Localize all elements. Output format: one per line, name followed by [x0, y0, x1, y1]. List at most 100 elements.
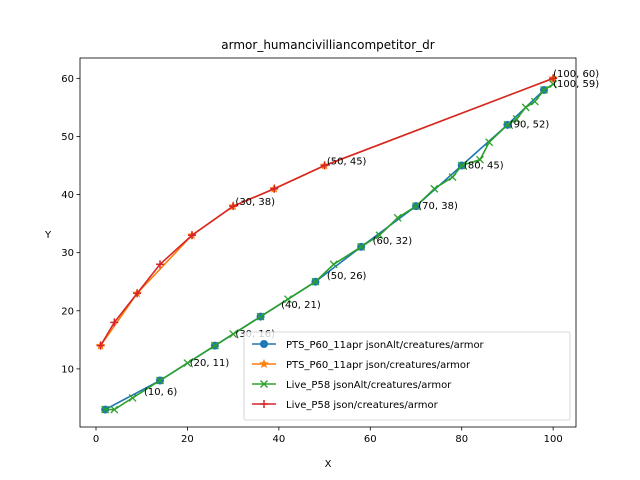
legend-entry: Live_P58 json/creatures/armor	[252, 400, 439, 411]
series-3-point-stroke-b	[229, 330, 238, 338]
legend-entry: Live_P58 jsonAlt/creatures/armor	[252, 380, 452, 391]
series-3-point-stroke-b	[393, 213, 402, 222]
series-3-point-stroke-b	[530, 97, 539, 106]
data-label: (70, 38)	[418, 201, 458, 212]
series-3-point-stroke-b	[128, 393, 137, 402]
series-3-point	[229, 330, 238, 338]
legend-swatch-marker	[260, 400, 268, 408]
series-4-point	[270, 184, 279, 193]
series-3-point	[521, 103, 530, 112]
series-3-point-stroke-b	[210, 341, 219, 350]
series-3-point-stroke-b	[549, 80, 558, 89]
series-3-point-stroke-b	[512, 115, 521, 123]
data-label: (80, 45)	[464, 160, 504, 171]
series-3-point	[210, 341, 219, 350]
data-label: (100, 60)	[553, 69, 599, 80]
series-3-point-stroke-b	[476, 155, 484, 164]
y-tick-label: 10	[61, 364, 74, 375]
series-3-point-stroke-b	[503, 120, 512, 129]
legend: PTS_P60_11apr jsonAlt/creatures/armor PTS…	[243, 331, 571, 421]
series-3-point-stroke-b	[412, 202, 420, 211]
data-label: (40, 21)	[281, 300, 321, 311]
series-3-point-stroke-b	[101, 405, 110, 414]
series-3	[101, 80, 558, 414]
series-3-point	[485, 138, 494, 147]
series-3-point-stroke-b	[485, 138, 494, 147]
legend-label: Live_P58 jsonAlt/creatures/armor	[286, 380, 452, 391]
y-tick-label: 30	[61, 248, 74, 259]
x-tick-label: 80	[455, 434, 468, 445]
chart-title: armor_humancivilliancompetitor_dr	[221, 38, 434, 52]
y-tick-label: 50	[61, 132, 74, 143]
legend-box	[243, 331, 571, 421]
data-label: (10, 6)	[144, 387, 177, 398]
legend-label: PTS_P60_11apr jsonAlt/creatures/armor	[286, 340, 485, 351]
data-label: (50, 26)	[327, 271, 367, 282]
x-tick-label: 100	[544, 434, 563, 445]
x-axis-label: X	[325, 459, 332, 470]
data-label: (30, 38)	[235, 197, 275, 208]
legend-entry: PTS_P60_11apr jsonAlt/creatures/armor	[252, 340, 485, 351]
series-3-point	[256, 312, 265, 321]
legend-swatch-marker	[259, 359, 269, 369]
series-3-point	[412, 202, 420, 211]
legend-entry: PTS_P60_11apr json/creatures/armor	[252, 359, 471, 371]
series-3-point-stroke-b	[311, 277, 320, 286]
series-4-point	[96, 341, 105, 350]
series-3-point	[357, 242, 366, 251]
legend-label: Live_P58 json/creatures/armor	[286, 400, 439, 411]
series-4-point	[133, 289, 142, 298]
series-3-point-stroke-b	[448, 173, 457, 182]
y-tick-label: 40	[61, 190, 74, 201]
series-3-point	[128, 393, 137, 402]
series-4-point	[188, 231, 196, 240]
series-3-point-stroke-b	[540, 86, 548, 94]
x-tick-label: 20	[181, 434, 194, 445]
series-3-point	[549, 80, 558, 89]
series-3-point	[393, 213, 402, 222]
legend-swatch-marker-stroke-b	[260, 380, 268, 388]
series-3-point-stroke-b	[357, 242, 366, 251]
series-3-point	[284, 295, 292, 304]
series-3-point-stroke-b	[256, 312, 265, 321]
data-label: (100, 59)	[553, 79, 599, 90]
series-3-point	[512, 115, 521, 123]
series-3-point	[457, 161, 466, 170]
series-4-point	[229, 202, 238, 211]
series-3-point-stroke-b	[375, 231, 384, 240]
series-4-point	[110, 318, 119, 327]
series-4-point	[549, 74, 558, 83]
series-4-point	[320, 161, 329, 170]
series-3-point-stroke-b	[457, 161, 466, 170]
y-axis-label: Y	[44, 230, 52, 241]
data-label: (90, 52)	[510, 120, 550, 131]
series-3-point	[156, 376, 164, 385]
axes-frame	[79, 57, 577, 428]
series-3-point	[183, 359, 192, 368]
series-4-point	[156, 260, 164, 269]
series-3-point	[430, 184, 439, 193]
series-3-point	[530, 97, 539, 106]
data-label: (20, 11)	[190, 358, 230, 369]
plot-area: 0 20 40 60 80 100 10 20 30 40 50 60 (10, 6) (20, 11) (…	[61, 57, 599, 445]
x-tick-label: 60	[364, 434, 377, 445]
legend-swatch-marker	[260, 380, 268, 388]
data-label: (60, 32)	[373, 236, 413, 247]
y-tick-label: 60	[61, 74, 74, 85]
series-3-point-stroke-b	[329, 260, 338, 269]
data-label: (50, 45)	[327, 156, 367, 167]
series-3-point	[329, 260, 338, 269]
series-4	[96, 74, 558, 350]
series-3-point-stroke-b	[156, 376, 164, 385]
series-3-point	[101, 405, 110, 414]
y-tick-label: 20	[61, 306, 74, 317]
x-tick-label: 0	[93, 434, 99, 445]
series-3-point	[311, 277, 320, 286]
series-3-point-stroke-b	[430, 184, 439, 193]
series-3-point	[540, 86, 548, 94]
series-3-point	[375, 231, 384, 240]
legend-label: PTS_P60_11apr json/creatures/armor	[286, 360, 471, 371]
series-3-point-stroke-b	[110, 405, 119, 414]
x-tick-label: 40	[272, 434, 285, 445]
